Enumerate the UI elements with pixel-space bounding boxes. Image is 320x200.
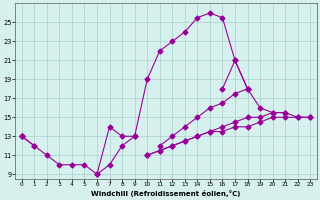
X-axis label: Windchill (Refroidissement éolien,°C): Windchill (Refroidissement éolien,°C) [91,190,241,197]
